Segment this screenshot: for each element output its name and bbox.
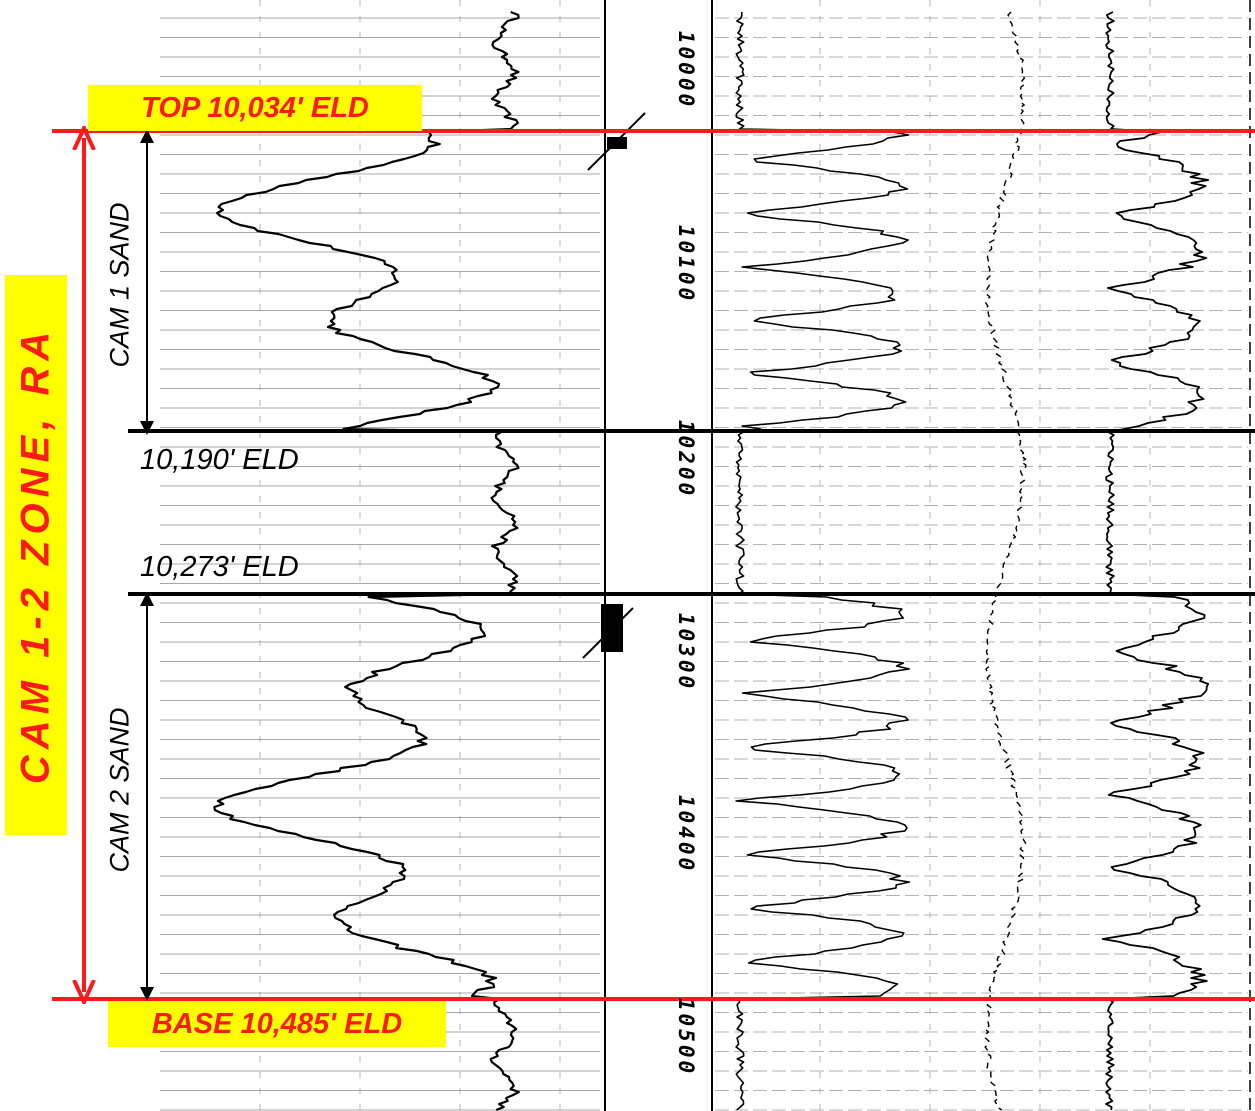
zone-label-text: CAM 1-2 ZONE, RA	[13, 325, 58, 785]
depth-mark-10100: 10100	[674, 224, 699, 304]
log-grid	[160, 0, 1248, 1111]
depth-mark-10500: 10500	[674, 997, 699, 1077]
log-curve	[983, 11, 1027, 1111]
cam2-sand-text: CAM 2 SAND	[104, 707, 135, 873]
cam1-sand-label: CAM 1 SAND	[74, 150, 166, 420]
depth-mark-10400: 10400	[674, 794, 699, 874]
top-depth-label: TOP 10,034' ELD	[88, 85, 422, 131]
cam2-sand-label: CAM 2 SAND	[74, 615, 166, 965]
depth-mark-10300: 10300	[674, 612, 699, 692]
perforation-marker-lower	[582, 604, 634, 659]
log-curves	[213, 10, 1210, 1111]
zone-label: CAM 1-2 ZONE, RA	[5, 275, 67, 835]
log-curve	[1101, 11, 1210, 1111]
depth-mark-10200: 10200	[674, 419, 699, 499]
log-curve	[213, 10, 520, 1111]
cam1-sand-text: CAM 1 SAND	[104, 202, 135, 368]
depth-label-10273: 10,273' ELD	[140, 551, 299, 583]
log-curve	[735, 12, 911, 1111]
base-depth-label: BASE 10,485' ELD	[108, 1001, 446, 1047]
depth-label-10190: 10,190' ELD	[140, 444, 299, 476]
depth-mark-10000: 10000	[674, 30, 699, 110]
perforation-marker-upper	[587, 112, 646, 171]
